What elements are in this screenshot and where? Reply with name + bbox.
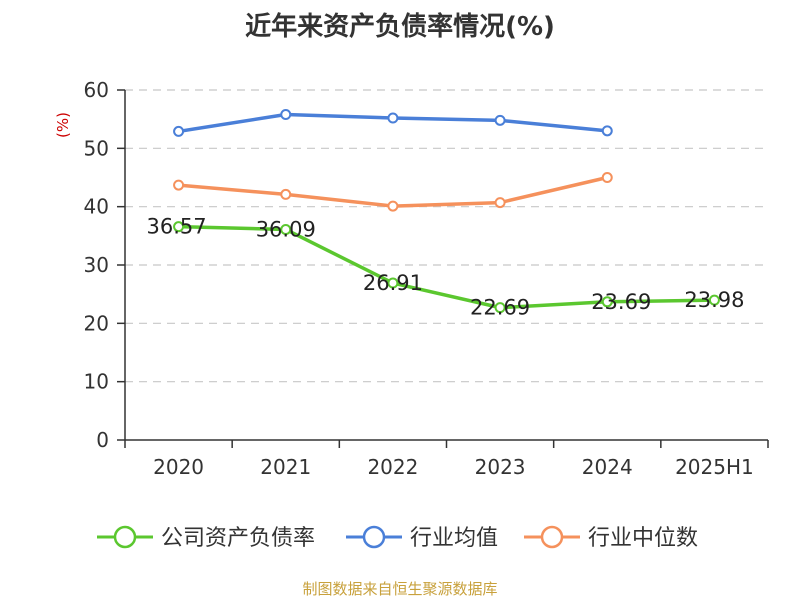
legend-marker — [362, 525, 386, 549]
data-point — [494, 302, 506, 314]
grid-lines — [125, 89, 768, 383]
x-tick-label: 2023 — [475, 455, 526, 479]
y-tick-label: 20 — [84, 311, 109, 335]
data-point — [387, 200, 399, 212]
data-point — [173, 221, 185, 233]
data-point — [280, 223, 292, 235]
legend-label: 公司资产负债率 — [161, 526, 315, 551]
data-label: 23.69 — [591, 290, 651, 314]
data-label: 23.98 — [684, 288, 744, 312]
data-label: 26.91 — [363, 271, 423, 295]
series-lines — [178, 112, 715, 310]
data-point — [708, 294, 720, 306]
y-tick-label: 60 — [84, 78, 109, 102]
data-point — [280, 188, 292, 200]
legend-marker — [540, 525, 564, 549]
legend-label: 行业中位数 — [588, 526, 698, 551]
data-labels: 36.57 36.09 26.91 22.69 23.69 23.98 — [147, 215, 745, 320]
data-point — [387, 277, 399, 289]
series-line-0 — [178, 224, 715, 310]
y-tick-label: 40 — [84, 195, 109, 219]
data-point — [494, 114, 506, 126]
y-tick-label: 50 — [84, 136, 109, 160]
y-tick-label: 10 — [84, 370, 109, 394]
y-tick-label: 0 — [96, 428, 109, 452]
data-source-note: 制图数据来自恒生聚源数据库 — [302, 580, 498, 598]
data-label: 22.69 — [470, 296, 530, 320]
y-axis-label: (%) — [54, 112, 72, 138]
legend-label: 行业均值 — [410, 526, 498, 551]
data-point — [601, 125, 613, 137]
data-point — [387, 112, 399, 124]
data-point — [494, 197, 506, 209]
axes — [117, 89, 769, 448]
x-tick-label: 2025H1 — [675, 455, 754, 479]
legend: 公司资产负债率 行业均值 行业中位数 — [97, 525, 698, 551]
x-tick-label: 2022 — [367, 455, 418, 479]
series-points — [173, 109, 720, 314]
x-tick-label: 2024 — [582, 455, 633, 479]
data-label: 36.09 — [256, 217, 316, 241]
data-point — [280, 109, 292, 120]
data-point — [173, 125, 185, 137]
data-label: 36.57 — [147, 215, 207, 239]
tick-labels: 0 10 20 30 40 50 60 2020 2021 2022 2023 2024 2025H1 (… — [54, 78, 754, 479]
x-tick-label: 2020 — [153, 455, 204, 479]
data-point — [601, 172, 613, 183]
data-point — [173, 179, 185, 191]
y-tick-label: 30 — [84, 253, 109, 277]
data-point — [601, 296, 613, 308]
chart-title: 近年来资产负债率情况(%) — [245, 12, 555, 42]
legend-marker — [113, 525, 137, 549]
x-tick-label: 2021 — [260, 455, 311, 479]
